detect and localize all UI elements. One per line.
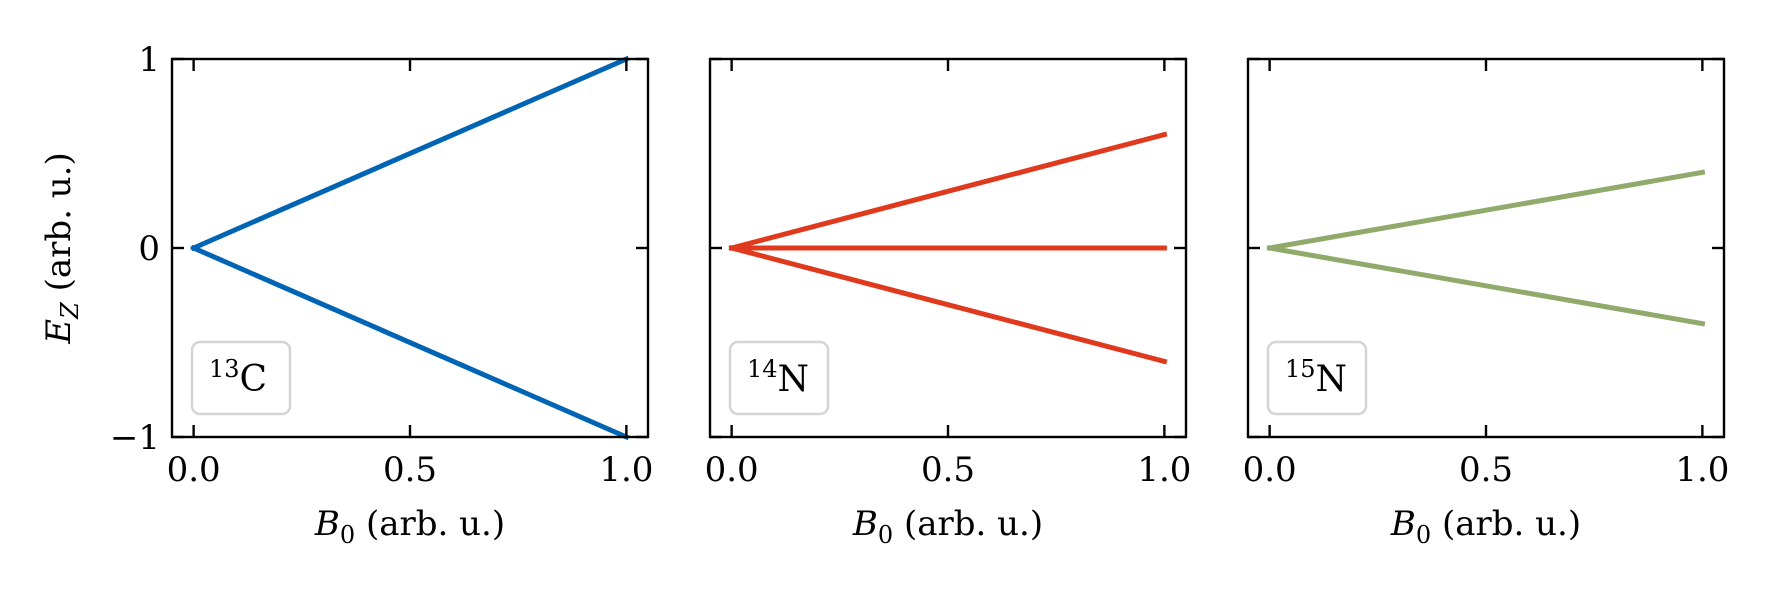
- legend-box: [1266, 340, 1368, 416]
- series-line-1: [190, 55, 630, 252]
- x-axis-label: B0 (arb. u.): [314, 504, 505, 549]
- x-tick-label: 0.0: [705, 450, 759, 490]
- x-tick-label: 0.0: [1243, 450, 1297, 490]
- y-tick-label: 0: [138, 229, 160, 269]
- legend-label: 14N: [747, 355, 809, 400]
- y-axis-label: EZ (arb. u.): [39, 152, 84, 344]
- series-line-3: [728, 244, 1168, 365]
- x-tick-label: 0.5: [921, 450, 975, 490]
- legend-box: [190, 340, 292, 416]
- x-tick-label: 1.0: [1137, 450, 1191, 490]
- legend-label: 13C: [209, 355, 267, 400]
- series-line-2: [1266, 245, 1706, 327]
- x-tick-label: 0.5: [383, 450, 437, 490]
- y-tick-label: −1: [110, 418, 160, 458]
- legend-box: [728, 340, 830, 416]
- x-tick-label: 1.0: [1675, 450, 1729, 490]
- legend: 14N: [728, 340, 830, 416]
- series-line-1: [728, 131, 1168, 252]
- chart-panel-1: 0.0 0.5 1.0 1 0 −1 B0 (arb. u.) EZ (arb. u.) 13C: [39, 40, 653, 549]
- x-axis-label: B0 (arb. u.): [852, 504, 1043, 549]
- legend: 15N: [1266, 340, 1368, 416]
- x-tick-label: 1.0: [599, 450, 653, 490]
- chart-panel-3: 0.0 0.5 1.0 B0 (arb. u.) 15N: [1243, 57, 1729, 549]
- x-axis-label: B0 (arb. u.): [1390, 504, 1581, 549]
- x-tick-label: 0.0: [167, 450, 221, 490]
- legend: 13C: [190, 340, 292, 416]
- y-tick-label: 1: [138, 40, 160, 80]
- legend-label: 15N: [1285, 355, 1347, 400]
- chart-panel-2: 0.0 0.5 1.0 B0 (arb. u.) 14N: [705, 57, 1191, 549]
- series-line-1: [1266, 169, 1706, 251]
- x-tick-label: 0.5: [1459, 450, 1513, 490]
- series-line-2: [190, 244, 630, 441]
